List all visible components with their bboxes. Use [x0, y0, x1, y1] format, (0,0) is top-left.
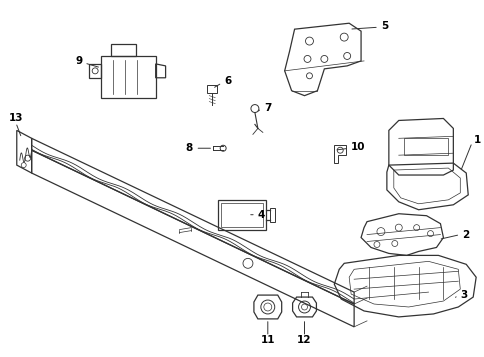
Text: 6: 6 — [224, 76, 231, 86]
Text: 1: 1 — [473, 135, 481, 145]
Bar — [111, 44, 136, 56]
Text: 2: 2 — [461, 230, 469, 240]
Text: 3: 3 — [459, 290, 467, 300]
Bar — [207, 85, 217, 93]
Text: 13: 13 — [9, 114, 23, 124]
Text: 8: 8 — [185, 143, 192, 153]
Bar — [101, 56, 155, 97]
Bar — [221, 203, 262, 227]
Text: 7: 7 — [263, 102, 271, 112]
Bar — [269, 208, 274, 222]
Text: 11: 11 — [260, 335, 274, 345]
Bar — [218, 200, 265, 230]
Text: 10: 10 — [350, 142, 365, 152]
Text: 9: 9 — [75, 56, 82, 66]
Text: 4: 4 — [257, 210, 265, 220]
Text: 12: 12 — [297, 335, 311, 345]
Bar — [403, 138, 448, 155]
Text: 5: 5 — [380, 21, 387, 31]
